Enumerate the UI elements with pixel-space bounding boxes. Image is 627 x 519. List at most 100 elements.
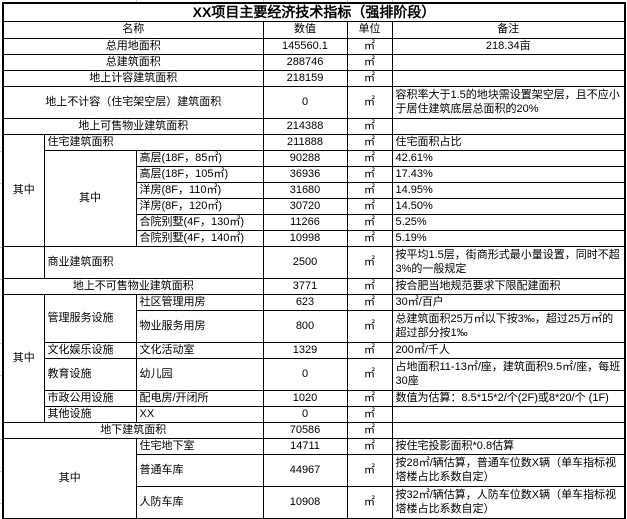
cell-remark[interactable] <box>391 422 626 439</box>
cell-unit[interactable]: ㎡ <box>346 438 393 455</box>
cell-unit[interactable]: ㎡ <box>346 390 393 407</box>
cell-name[interactable]: 住宅建筑面积 <box>43 134 264 151</box>
cell-value[interactable]: 214388 <box>262 118 348 135</box>
cell-remark[interactable]: 总建筑面积25万㎡以下按3‰，超过25万㎡的超过部分按1‰ <box>391 310 626 343</box>
cell-remark[interactable]: 按住宅投影面积*0.8估算 <box>391 438 626 455</box>
cell-name[interactable]: 社区管理用房 <box>135 294 264 311</box>
cell-value[interactable]: 30720 <box>262 198 348 215</box>
cell-remark[interactable]: 按合肥当地规范要求下限配建面积 <box>391 278 626 295</box>
cell-value[interactable]: 90288 <box>262 150 348 167</box>
cell-remark[interactable]: 住宅面积占比 <box>391 134 626 151</box>
cell-value[interactable]: 14711 <box>262 438 348 455</box>
cell-name[interactable]: 地上不计容（住宅架空层）建筑面积 <box>2 86 264 119</box>
cell-remark[interactable] <box>391 54 626 71</box>
cell-name[interactable]: 洋房(8F，110㎡) <box>135 182 264 199</box>
cell-remark[interactable]: 42.61% <box>391 150 626 167</box>
cell-name[interactable]: 总用地面积 <box>2 38 264 55</box>
cell-category[interactable]: 教育设施 <box>43 358 137 391</box>
cell-category[interactable]: 其他设施 <box>43 406 137 423</box>
cell-unit[interactable]: ㎡ <box>346 406 393 423</box>
cell-value[interactable]: 36936 <box>262 166 348 183</box>
cell-name[interactable]: 物业服务用房 <box>135 310 264 343</box>
cell-remark[interactable]: 按28㎡/辆估算，普通车位数X辆（单车指标视塔楼占比系数自定） <box>391 454 626 487</box>
cell-value[interactable]: 211888 <box>262 134 348 151</box>
cell-remark[interactable]: 17.43% <box>391 166 626 183</box>
group-cell-among[interactable]: 其中 <box>2 438 137 519</box>
cell-category[interactable]: 市政公用设施 <box>43 390 137 407</box>
cell-remark[interactable]: 30㎡/百户 <box>391 294 626 311</box>
cell-unit[interactable]: ㎡ <box>346 86 393 119</box>
cell-unit[interactable]: ㎡ <box>346 454 393 487</box>
cell-value[interactable]: 3771 <box>262 278 348 295</box>
column-header-remark[interactable]: 备注 <box>391 21 626 39</box>
cell-remark[interactable]: 14.50% <box>391 198 626 215</box>
cell-name[interactable]: XX <box>135 406 264 423</box>
cell-remark[interactable]: 218.34亩 <box>391 38 626 55</box>
cell-unit[interactable]: ㎡ <box>346 278 393 295</box>
cell-remark[interactable] <box>391 118 626 135</box>
cell-category[interactable]: 管理服务设施 <box>43 294 137 343</box>
cell-name[interactable]: 文化活动室 <box>135 342 264 359</box>
cell-value[interactable]: 2500 <box>262 246 348 279</box>
column-header-value[interactable]: 数值 <box>262 21 348 39</box>
cell-name[interactable]: 商业建筑面积 <box>43 246 264 279</box>
cell-unit[interactable]: ㎡ <box>346 230 393 247</box>
cell-unit[interactable]: ㎡ <box>346 358 393 391</box>
cell-value[interactable]: 11266 <box>262 214 348 231</box>
cell-value[interactable]: 0 <box>262 86 348 119</box>
cell-value[interactable]: 623 <box>262 294 348 311</box>
cell-value[interactable]: 218159 <box>262 70 348 87</box>
cell-name[interactable]: 地上可售物业建筑面积 <box>2 118 264 135</box>
cell-name[interactable]: 洋房(8F，120㎡) <box>135 198 264 215</box>
cell-value[interactable]: 0 <box>262 406 348 423</box>
cell-remark[interactable]: 容积率大于1.5的地块需设置架空层，且不应小于居住建筑底层总面积的20% <box>391 86 626 119</box>
cell-remark[interactable]: 按32㎡/辆估算，人防车位数X辆（单车指标视塔楼占比系数自定） <box>391 486 626 519</box>
cell-name[interactable]: 人防车库 <box>135 486 264 519</box>
cell-remark[interactable]: 按平均1.5层，街商形式最小量设置，同时不超3%的一般规定 <box>391 246 626 279</box>
cell-name[interactable]: 合院别墅(4F，140㎡) <box>135 230 264 247</box>
cell-name[interactable]: 配电房/开闭所 <box>135 390 264 407</box>
cell-unit[interactable]: ㎡ <box>346 182 393 199</box>
cell-remark[interactable]: 200㎡/千人 <box>391 342 626 359</box>
cell-unit[interactable]: ㎡ <box>346 118 393 135</box>
cell-remark[interactable]: 占地面积11-13㎡/座，建筑面积9.5㎡/座，每班30座 <box>391 358 626 391</box>
cell-unit[interactable]: ㎡ <box>346 198 393 215</box>
cell-unit[interactable]: ㎡ <box>346 422 393 439</box>
cell-name[interactable]: 合院别墅(4F，130㎡) <box>135 214 264 231</box>
cell-value[interactable]: 288746 <box>262 54 348 71</box>
cell-value[interactable]: 145560.1 <box>262 38 348 55</box>
cell-name[interactable]: 高层(18F，85㎡) <box>135 150 264 167</box>
cell-name[interactable]: 幼儿园 <box>135 358 264 391</box>
cell-name[interactable]: 地上计容建筑面积 <box>2 70 264 87</box>
cell-name[interactable]: 总建筑面积 <box>2 54 264 71</box>
cell-unit[interactable]: ㎡ <box>346 214 393 231</box>
cell-remark[interactable]: 5.25% <box>391 214 626 231</box>
cell-name[interactable]: 普通车库 <box>135 454 264 487</box>
column-header-unit[interactable]: 单位 <box>346 21 393 39</box>
cell-name[interactable]: 地下建筑面积 <box>2 422 264 439</box>
cell-value[interactable]: 44967 <box>262 454 348 487</box>
cell-unit[interactable]: ㎡ <box>346 134 393 151</box>
cell-value[interactable]: 10998 <box>262 230 348 247</box>
cell-remark[interactable]: 5.19% <box>391 230 626 247</box>
cell-remark[interactable]: 数值为估算：8.5*15*2/个(2F)或8*20/个 (1F) <box>391 390 626 407</box>
cell-unit[interactable]: ㎡ <box>346 150 393 167</box>
cell-remark[interactable] <box>391 406 626 423</box>
column-header-name[interactable]: 名称 <box>2 21 264 39</box>
cell-value[interactable]: 10908 <box>262 486 348 519</box>
cell-unit[interactable]: ㎡ <box>346 310 393 343</box>
group-cell-among[interactable]: 其中 <box>2 294 45 423</box>
cell-name[interactable]: 住宅地下室 <box>135 438 264 455</box>
cell-name[interactable]: 地上不可售物业建筑面积 <box>2 278 264 295</box>
cell-remark[interactable]: 14.95% <box>391 182 626 199</box>
cell-value[interactable]: 1329 <box>262 342 348 359</box>
cell-remark[interactable] <box>391 70 626 87</box>
cell-unit[interactable]: ㎡ <box>346 38 393 55</box>
cell-value[interactable]: 31680 <box>262 182 348 199</box>
cell-value[interactable]: 1020 <box>262 390 348 407</box>
cell-unit[interactable]: ㎡ <box>346 342 393 359</box>
cell-unit[interactable]: ㎡ <box>346 54 393 71</box>
cell-unit[interactable]: ㎡ <box>346 166 393 183</box>
cell-value[interactable]: 70586 <box>262 422 348 439</box>
cell-unit[interactable]: ㎡ <box>346 70 393 87</box>
